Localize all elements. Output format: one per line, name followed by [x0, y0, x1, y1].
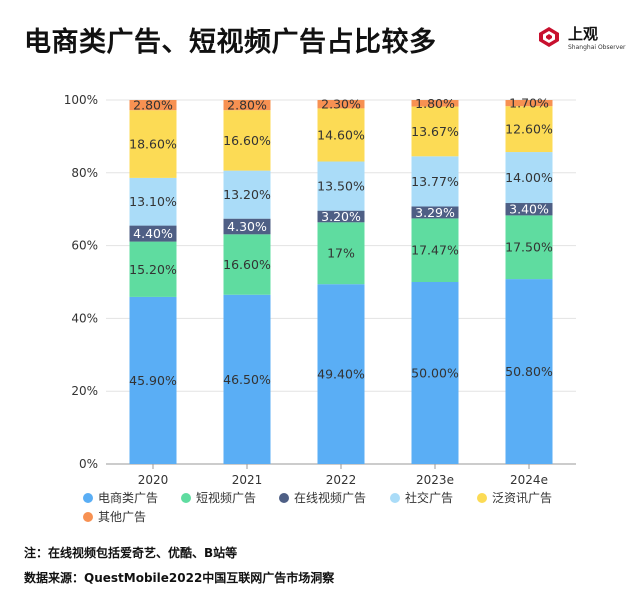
- data-label: 45.90%: [129, 373, 177, 388]
- data-label: 13.50%: [317, 179, 365, 194]
- data-label: 3.20%: [321, 209, 361, 224]
- legend-label: 社交广告: [405, 490, 453, 505]
- data-label: 50.80%: [505, 364, 553, 379]
- data-label: 18.60%: [129, 137, 177, 152]
- data-label: 46.50%: [223, 372, 271, 387]
- data-label: 14.60%: [317, 127, 365, 142]
- data-label: 4.30%: [227, 219, 267, 234]
- data-label: 15.20%: [129, 262, 177, 277]
- data-label: 3.40%: [509, 202, 549, 217]
- legend-label: 短视频广告: [196, 490, 256, 505]
- x-tick-label: 2021: [232, 473, 263, 487]
- x-tick-label: 2024e: [510, 473, 548, 487]
- y-tick-label: 100%: [64, 93, 98, 107]
- data-label: 13.77%: [411, 174, 459, 189]
- legend-label: 电商类广告: [98, 490, 158, 505]
- data-label: 2.80%: [227, 98, 267, 113]
- data-label: 49.40%: [317, 367, 365, 382]
- y-tick-label: 40%: [71, 311, 98, 325]
- y-tick-label: 20%: [71, 384, 98, 398]
- data-label: 2.80%: [133, 98, 173, 113]
- data-label: 16.60%: [223, 257, 271, 272]
- y-tick-label: 60%: [71, 239, 98, 253]
- data-label: 1.70%: [509, 96, 549, 111]
- data-label: 17.50%: [505, 240, 553, 255]
- x-tick-label: 2022: [326, 473, 357, 487]
- y-tick-label: 80%: [71, 166, 98, 180]
- stacked-bar-chart: 0% 20% 40% 60% 80% 100% 2020 45.90% 15.20% 4.40% 1…: [0, 0, 640, 540]
- legend-marker: [279, 493, 289, 503]
- legend-marker: [390, 493, 400, 503]
- data-label: 16.60%: [223, 133, 271, 148]
- data-label: 14.00%: [505, 170, 553, 185]
- legend-label: 泛资讯广告: [492, 491, 552, 505]
- data-label: 17%: [327, 246, 355, 261]
- data-label: 2.30%: [321, 97, 361, 112]
- data-label: 13.67%: [411, 124, 459, 139]
- x-tick-label: 2023e: [416, 473, 454, 487]
- data-label: 17.47%: [411, 243, 459, 258]
- data-label: 1.80%: [415, 96, 455, 111]
- legend-marker: [181, 493, 191, 503]
- footnote: 注：在线视频包括爱奇艺、优酷、B站等: [24, 544, 334, 569]
- y-tick-label: 0%: [79, 457, 98, 471]
- data-label: 3.29%: [415, 205, 455, 220]
- data-label: 12.60%: [505, 122, 553, 137]
- legend-marker: [83, 493, 93, 503]
- legend-label: 在线视频广告: [294, 490, 366, 505]
- legend-label: 其他广告: [98, 510, 146, 524]
- x-tick-label: 2020: [138, 473, 169, 487]
- data-label: 4.40%: [133, 226, 173, 241]
- data-label: 13.20%: [223, 187, 271, 202]
- data-label: 13.10%: [129, 194, 177, 209]
- data-label: 50.00%: [411, 366, 459, 381]
- legend-marker: [477, 493, 487, 503]
- data-source: 数据来源：QuestMobile2022中国互联网广告市场洞察: [24, 569, 334, 594]
- legend-marker: [83, 512, 93, 522]
